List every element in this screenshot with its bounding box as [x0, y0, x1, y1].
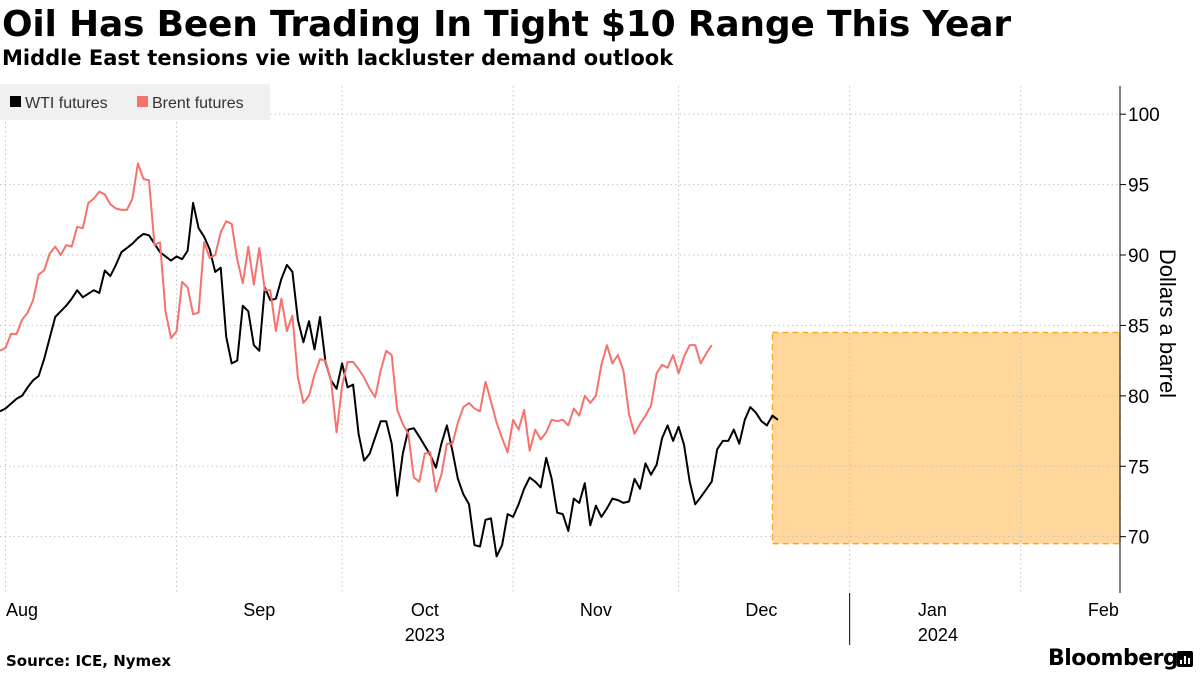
- x-tick-label-feb: Feb: [1088, 600, 1119, 620]
- legend-swatch-brent: [137, 96, 148, 107]
- chart-subtitle: Middle East tensions vie with lackluster…: [2, 46, 674, 70]
- x-tick-label-oct: Oct: [411, 600, 439, 620]
- x-year-label-2023: 2023: [405, 625, 445, 645]
- x-year-label-2024: 2024: [918, 625, 958, 645]
- y-tick-label-70: 70: [1128, 528, 1149, 549]
- legend-background: [0, 84, 270, 120]
- y-tick-label-95: 95: [1128, 176, 1149, 197]
- x-tick-label-aug: Aug: [6, 600, 38, 620]
- bloomberg-logo: Bloomberg: [1048, 646, 1179, 671]
- highlight-layer: [771, 331, 1121, 545]
- y-tick-label-75: 75: [1128, 457, 1149, 478]
- x-tick-label-jan: Jan: [918, 600, 947, 620]
- series-line-wti: [0, 201, 779, 558]
- chart-title: Oil Has Been Trading In Tight $10 Range …: [2, 4, 1011, 45]
- y-tick-label-100: 100: [1128, 105, 1160, 126]
- y-tick-label-90: 90: [1128, 246, 1149, 267]
- series-layer: [0, 162, 779, 558]
- legend-swatch-wti: [10, 96, 21, 107]
- y-tick-label-80: 80: [1128, 387, 1149, 408]
- legend-label-wti: WTI futures: [25, 95, 108, 112]
- bloomberg-chart-icon: [1177, 651, 1193, 667]
- series-line-brent: [0, 162, 713, 493]
- axes-layer: 70 75 80 85 90 95 100 Dollars a barrel Aug Sep Oct…: [6, 86, 1180, 645]
- source-note: Source: ICE, Nymex: [6, 652, 172, 670]
- y-tick-label-85: 85: [1128, 316, 1149, 337]
- legend-label-brent: Brent futures: [152, 95, 244, 112]
- x-tick-label-sep: Sep: [243, 600, 275, 620]
- highlight-range-box: [771, 331, 1121, 545]
- x-tick-label-nov: Nov: [580, 600, 612, 620]
- grid-layer: [0, 86, 1120, 593]
- legend: WTI futures Brent futures: [0, 84, 270, 120]
- y-axis-title: Dollars a barrel: [1155, 249, 1180, 398]
- x-tick-label-dec: Dec: [745, 600, 777, 620]
